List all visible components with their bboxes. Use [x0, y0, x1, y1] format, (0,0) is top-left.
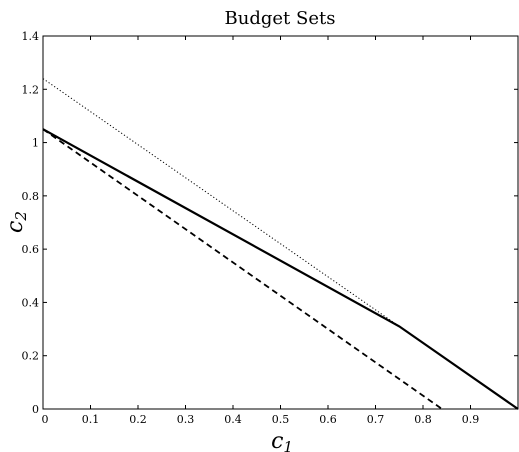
x-axis-label-base: c [271, 429, 283, 452]
y-axis-label-base: c [3, 221, 28, 233]
y-tick-label: 1 [32, 137, 39, 150]
x-tick-label: 0.5 [272, 413, 290, 426]
x-axis-label: c1 [271, 429, 293, 452]
y-tick-label: 0.2 [22, 350, 40, 363]
y-tick-label: 0.6 [22, 243, 40, 256]
y-tick-label: 0.4 [22, 296, 40, 309]
y-tick-label: 0 [32, 403, 39, 416]
x-tick-label: 0.4 [224, 413, 242, 426]
y-axis-label-sub: 2 [12, 211, 30, 222]
x-axis-label-sub: 1 [283, 438, 293, 452]
series-lines [42, 78, 519, 410]
x-tick-label: 0.1 [82, 413, 100, 426]
x-tick-label: 0.3 [177, 413, 195, 426]
x-tick-label: 0.9 [462, 413, 480, 426]
chart-title: Budget Sets [225, 8, 336, 29]
x-tick-label: 0.8 [414, 413, 432, 426]
y-tick-label: 0.8 [22, 190, 40, 203]
x-tick-label: 0.6 [319, 413, 337, 426]
plot-frame [42, 35, 519, 410]
axis-ticks: 0 0.1 0.2 0.3 0.4 0.5 0.6 0.7 0.8 0.9 0 0.2 0.4 0.6 0.… [22, 30, 518, 426]
x-tick-label: 0 [42, 413, 49, 426]
series-dotted-line [42, 78, 400, 327]
series-solid-line [42, 128, 519, 410]
y-tick-label: 1.2 [22, 83, 40, 96]
y-tick-label: 1.4 [22, 30, 40, 43]
y-axis-label: c2 [3, 211, 30, 233]
x-tick-label: 0.7 [367, 413, 385, 426]
series-dashed-line [42, 128, 443, 410]
x-tick-label: 0.2 [129, 413, 147, 426]
